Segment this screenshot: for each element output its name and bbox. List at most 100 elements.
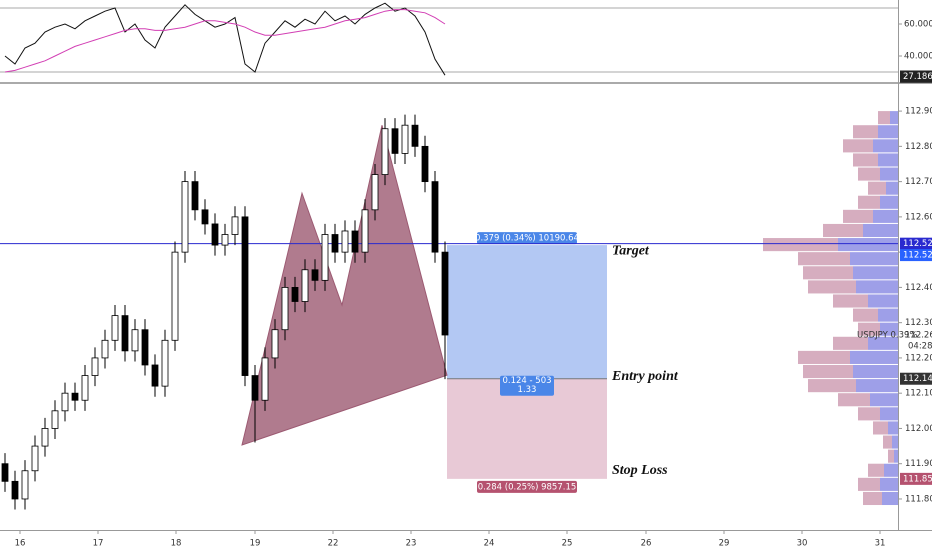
y-tick-label: 111.900 <box>905 459 932 469</box>
profile-up <box>878 153 898 167</box>
y-tick-label: 40.0000 <box>904 52 932 62</box>
candle-body <box>211 223 219 246</box>
candle-body <box>301 269 309 302</box>
symbol-label: USDJPY 0.39% <box>857 331 918 341</box>
profile-up <box>868 336 898 350</box>
hline-price-label-box <box>900 237 932 250</box>
profile-up <box>880 322 898 336</box>
candle-body <box>291 287 299 302</box>
candle-body <box>31 445 39 472</box>
entry-price-label-box <box>900 372 932 385</box>
x-tick-label: 29 <box>719 539 730 549</box>
x-tick-label: 25 <box>562 539 573 549</box>
candle-body <box>41 428 49 447</box>
profile-down <box>843 209 873 223</box>
candle-body <box>171 251 179 341</box>
candle-body <box>411 124 419 147</box>
candle-body <box>391 128 399 154</box>
hline-price-label: 112.524 <box>903 239 932 249</box>
candle-body <box>201 209 209 225</box>
y-tick-label: 112.000 <box>905 424 932 434</box>
profile-down <box>858 477 880 491</box>
profile-up <box>870 393 898 407</box>
profile-down <box>853 153 878 167</box>
stop-note: Stop Loss <box>612 463 668 478</box>
profile-up <box>888 421 898 435</box>
profile-up <box>850 252 898 266</box>
target-price-label: 112.520 <box>903 251 932 261</box>
y-tick-label: 112.100 <box>905 389 932 399</box>
candle-body <box>371 174 379 211</box>
profile-up <box>873 209 898 223</box>
x-tick-label: 17 <box>93 539 104 549</box>
profile-up <box>863 223 898 238</box>
profile-down <box>853 125 878 139</box>
profile-down <box>888 449 894 463</box>
profile-up <box>886 181 898 195</box>
y-tick-label: 112.200 <box>905 353 932 363</box>
entry-price-label: 112.141 <box>903 374 932 384</box>
x-tick-label: 30 <box>797 539 808 549</box>
rsi-line <box>4 2 446 76</box>
profile-down <box>763 238 838 252</box>
entry-info-box <box>500 375 554 396</box>
profile-down <box>858 167 880 181</box>
profile-up <box>884 463 898 477</box>
x-tick-label: 19 <box>250 539 261 549</box>
candle-body <box>191 181 199 211</box>
profile-down <box>878 111 890 125</box>
profile-up <box>853 266 898 280</box>
y-tick-label: 112.300 <box>905 318 932 328</box>
profile-down <box>798 252 850 266</box>
entry-note: Entry point <box>611 369 679 384</box>
candle-body <box>81 375 89 401</box>
candle-body <box>161 339 169 387</box>
candle-body <box>381 128 389 175</box>
y-tick-label: 112.700 <box>905 177 932 187</box>
target-info: 0.379 (0.34%) 10190.64 <box>475 234 579 244</box>
x-tick-label: 16 <box>15 539 26 549</box>
candle-body <box>361 209 369 253</box>
candle-body <box>261 357 269 401</box>
candle-body <box>71 392 79 401</box>
profile-down <box>858 407 880 421</box>
candle-body <box>61 392 69 412</box>
candle-body <box>251 375 259 401</box>
candle-body <box>341 230 349 253</box>
last-price-label: 112.265 <box>905 331 932 341</box>
target-note: Target <box>612 243 650 258</box>
profile-down <box>838 393 870 407</box>
candle-body <box>221 234 229 246</box>
candle-body <box>431 181 439 253</box>
profile-down <box>833 336 868 350</box>
candle-body <box>271 329 279 359</box>
x-tick-label: 24 <box>484 539 495 549</box>
x-tick-label: 26 <box>641 539 652 549</box>
profile-down <box>853 308 878 322</box>
candle-body <box>281 287 289 331</box>
stop-info-box <box>477 480 577 493</box>
candle-body <box>421 145 429 183</box>
profile-up <box>878 125 898 139</box>
candle-body <box>331 234 339 253</box>
stop-price-label: 111.857 <box>903 474 932 484</box>
last-value-box <box>900 70 932 83</box>
profile-down <box>873 421 888 435</box>
profile-up <box>880 195 898 209</box>
profile-down <box>803 266 853 280</box>
candle-body <box>21 470 29 500</box>
profile-up <box>853 364 898 379</box>
x-tick-label: 18 <box>171 539 182 549</box>
y-tick-label: 112.900 <box>905 107 932 117</box>
candle-body <box>91 357 99 376</box>
candle-body <box>311 269 319 281</box>
profile-up <box>894 449 898 463</box>
candle-body <box>151 364 159 387</box>
candle-body <box>11 480 19 500</box>
profile-down <box>833 294 868 308</box>
profile-down <box>858 322 880 336</box>
candle-body <box>51 410 59 429</box>
profile-up <box>856 280 898 294</box>
profile-up <box>868 294 898 308</box>
